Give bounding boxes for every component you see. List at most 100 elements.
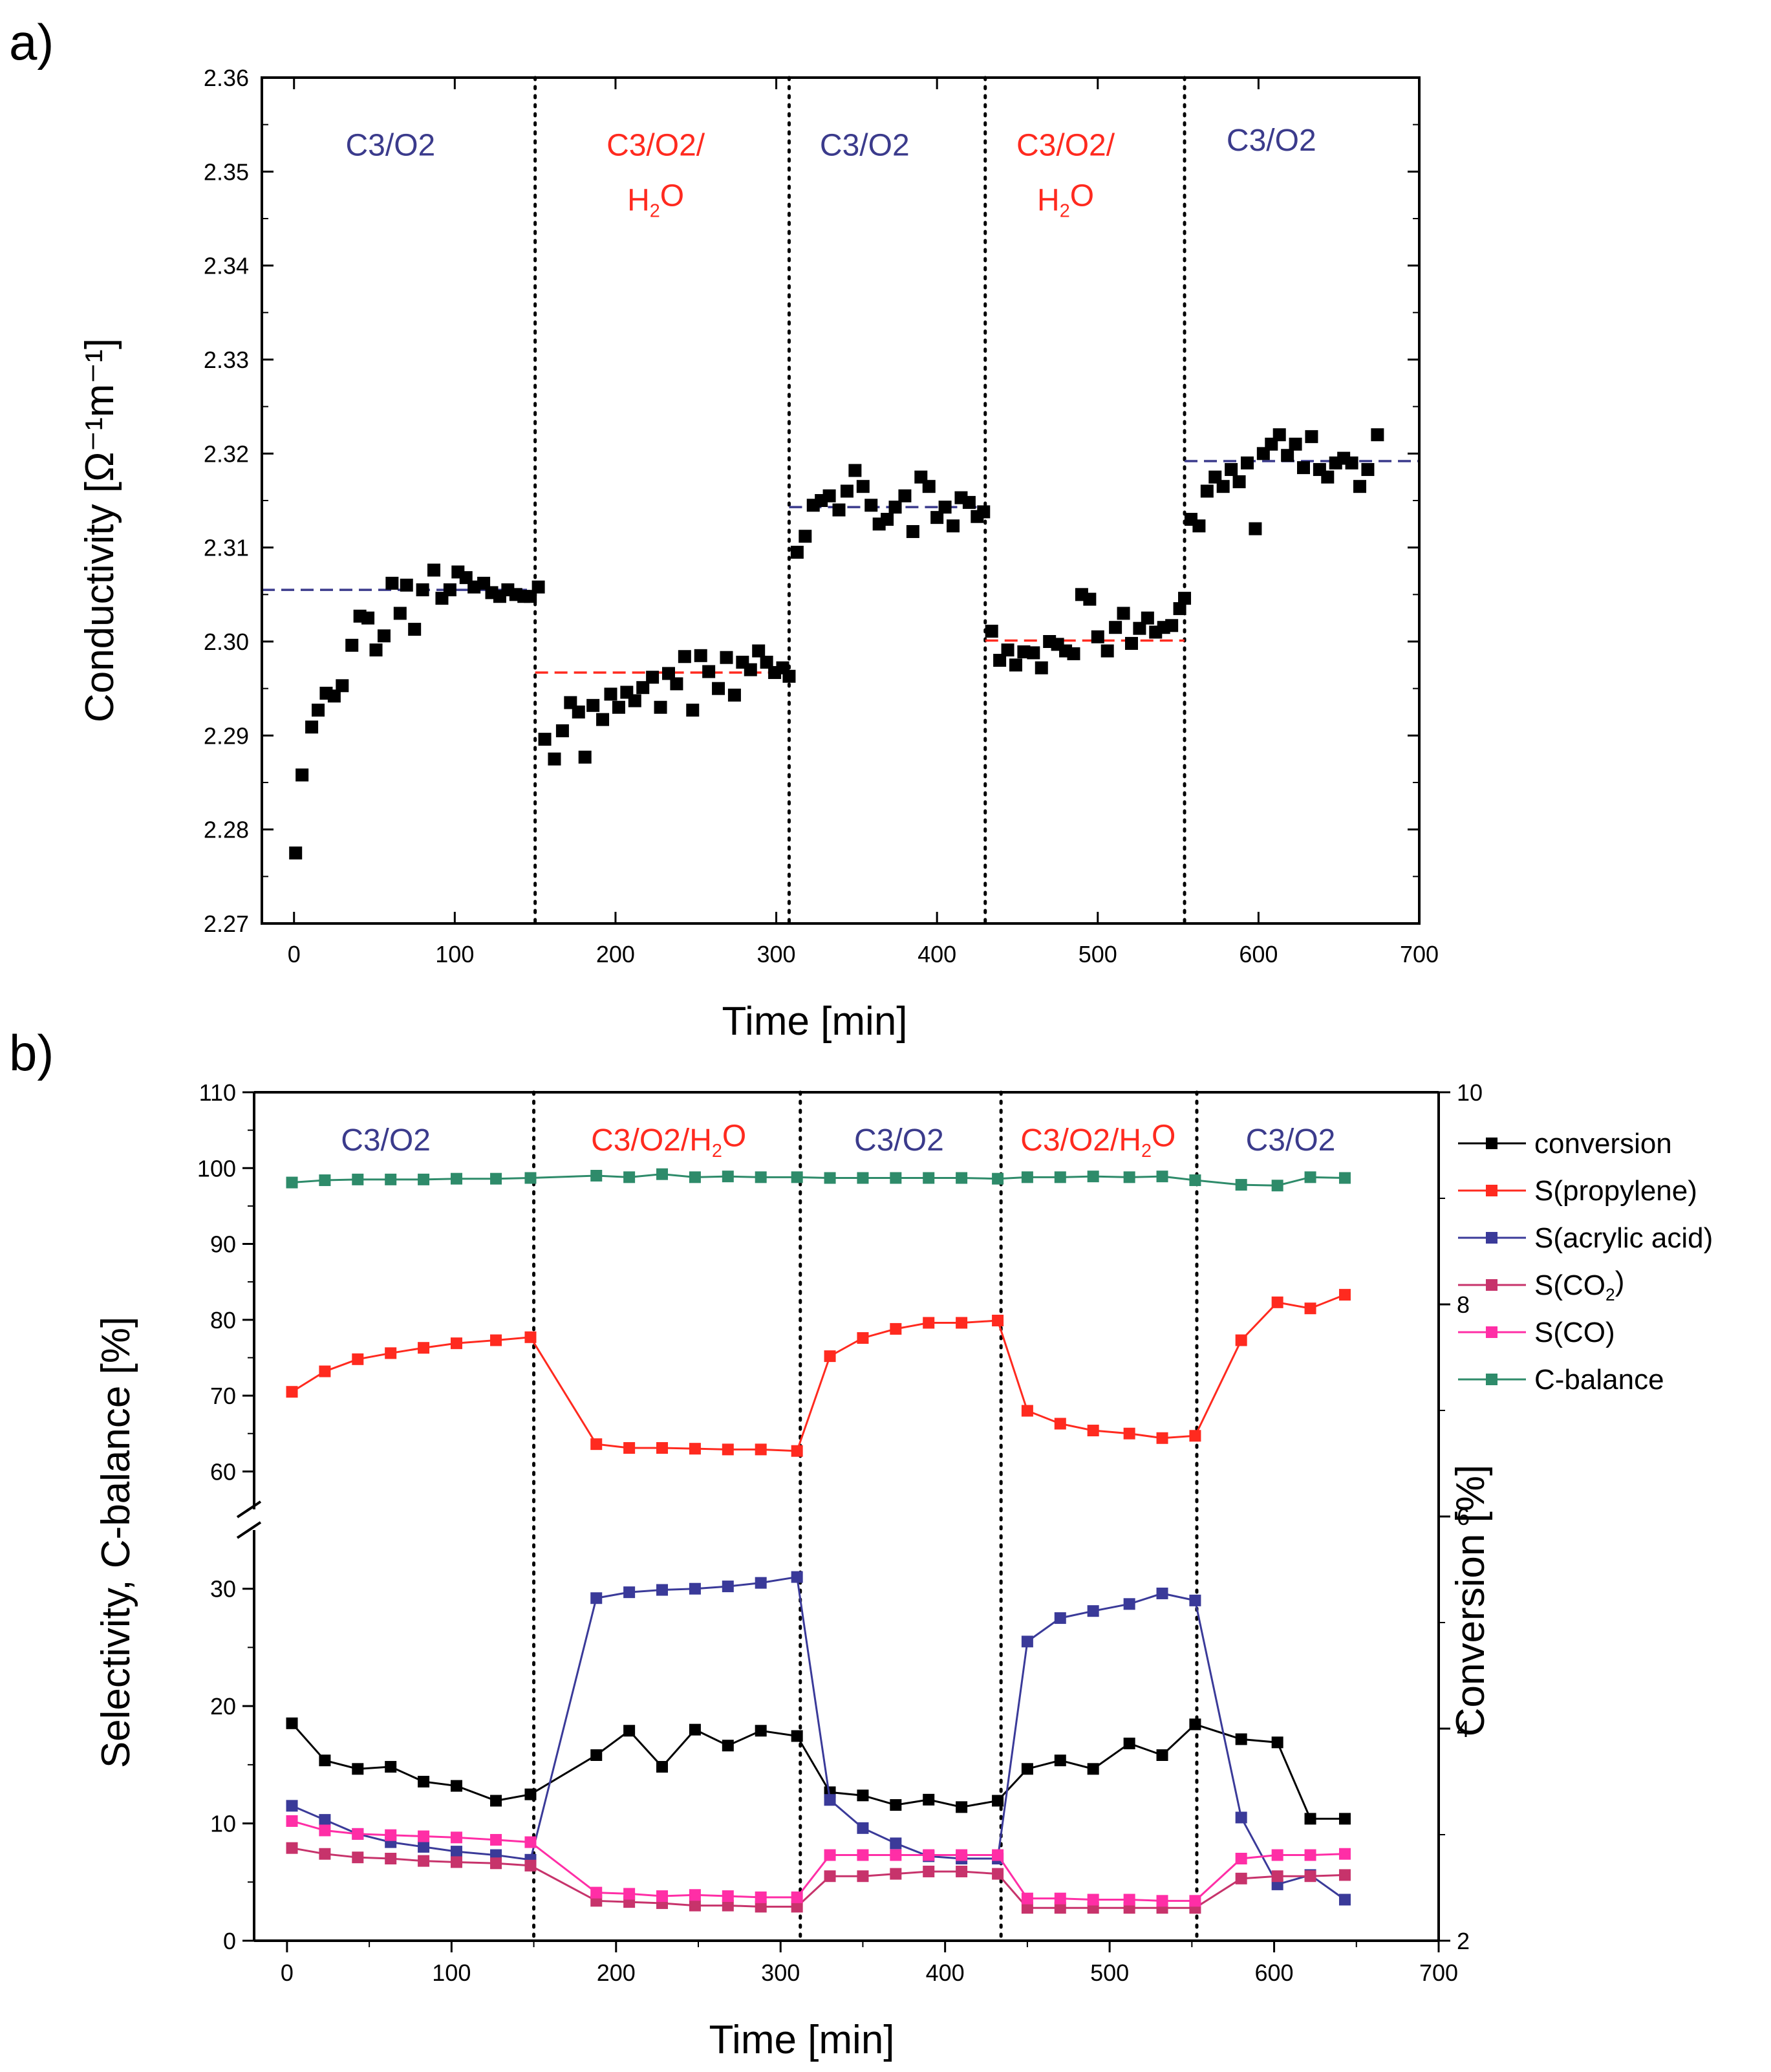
panel-a-conductivity-chart: a) C3/O2 C3/O2/H2O C3/O2 C3/O2/H2O C3/O2 0 10…: [9, 14, 1439, 1044]
series-point: [791, 1571, 803, 1583]
phase-label: C3/O2: [341, 1123, 431, 1158]
conductivity-point: [305, 720, 319, 734]
y-tick-label: 2.27: [204, 911, 249, 937]
series-point: [286, 1717, 298, 1729]
series-point: [352, 1173, 364, 1185]
series-point: [1054, 1902, 1066, 1914]
series-point: [1271, 1870, 1283, 1883]
conductivity-point: [289, 847, 303, 859]
conductivity-point: [678, 650, 691, 664]
conductivity-point: [1083, 592, 1097, 606]
y-left-tick-label: 100: [197, 1155, 236, 1182]
conductivity-point: [1133, 621, 1146, 635]
series-point: [824, 1870, 836, 1883]
conductivity-point: [1141, 611, 1154, 625]
conductivity-point: [628, 694, 641, 707]
conductivity-point: [1361, 463, 1375, 477]
series-point: [992, 1849, 1004, 1861]
conductivity-point: [864, 499, 878, 512]
series-point: [656, 1761, 669, 1773]
legend-label: S(propylene): [1534, 1175, 1697, 1207]
series-point: [656, 1890, 669, 1903]
phase-label: C3/O2/H2O: [1020, 1119, 1175, 1161]
y-tick-label: 2.31: [204, 535, 249, 561]
conductivity-point: [752, 644, 766, 658]
series-point: [450, 1337, 462, 1350]
conductivity-point: [1117, 607, 1130, 620]
conductivity-point: [744, 663, 757, 676]
series-point: [722, 1890, 734, 1903]
conductivity-point: [1173, 602, 1186, 616]
panel-a-label: a): [9, 14, 54, 70]
series-point: [1054, 1171, 1066, 1183]
series-point: [1054, 1612, 1066, 1624]
series-point: [992, 1314, 1004, 1326]
y-left-tick-label: 0: [223, 1928, 236, 1954]
y-left-tick-label: 80: [210, 1307, 236, 1333]
series-point: [1021, 1171, 1033, 1183]
series-point: [1123, 1427, 1135, 1440]
conductivity-point: [336, 679, 349, 693]
conductivity-point: [408, 623, 422, 636]
conductivity-point: [1371, 428, 1384, 442]
series-point: [1123, 1894, 1135, 1906]
x-tick-label: 300: [761, 1959, 800, 1986]
series-point: [490, 1172, 502, 1185]
y-tick-label: 2.32: [204, 440, 249, 467]
axis-break-mark: [236, 1500, 262, 1518]
series-point: [1271, 1296, 1283, 1308]
conductivity-point: [686, 704, 700, 717]
legend-item: S(CO2): [1458, 1266, 1624, 1304]
conductivity-point: [1305, 430, 1318, 444]
phase-label: C3/O2: [854, 1123, 944, 1158]
series-point: [286, 1800, 298, 1812]
series-point: [857, 1332, 869, 1344]
x-tick-label: 200: [597, 1959, 636, 1986]
series-point: [524, 1836, 537, 1848]
series-point: [1304, 1813, 1316, 1825]
conductivity-point: [312, 704, 325, 717]
conductivity-point: [962, 495, 976, 509]
series-point: [385, 1853, 397, 1864]
series-point: [1338, 1172, 1351, 1184]
conductivity-point: [1009, 658, 1022, 672]
x-tick-label: 600: [1239, 941, 1278, 967]
series-point: [755, 1171, 767, 1183]
conductivity-point: [977, 505, 991, 519]
conductivity-point: [555, 724, 569, 738]
x-tick-label: 200: [596, 941, 635, 967]
y-tick-label: 2.28: [204, 817, 249, 843]
conductivity-point: [712, 682, 725, 695]
conductivity-point: [1035, 661, 1048, 674]
phase-label: C3/O2: [346, 128, 436, 162]
series-point: [755, 1891, 767, 1903]
series-point: [689, 1582, 701, 1595]
series-point: [1021, 1902, 1033, 1914]
y-tick-label: 2.33: [204, 347, 249, 373]
legend-item: conversion: [1458, 1128, 1672, 1160]
series-point: [623, 1888, 636, 1900]
conductivity-point: [840, 484, 853, 498]
x-tick-label: 100: [435, 941, 474, 967]
legend-label: S(acrylic acid): [1534, 1222, 1713, 1254]
panel-b-label: b): [9, 1024, 54, 1081]
y-tick-label: 2.29: [204, 722, 249, 749]
series-point: [286, 1815, 298, 1827]
series-point: [890, 1799, 902, 1811]
conductivity-point: [1345, 456, 1358, 469]
y-right-tick-label: 6: [1457, 1504, 1470, 1530]
conductivity-point: [295, 768, 309, 782]
series-point: [1235, 1811, 1247, 1824]
conductivity-point: [1353, 480, 1367, 493]
conductivity-point: [612, 700, 625, 714]
series-point: [923, 1172, 935, 1184]
series-point: [1054, 1754, 1066, 1767]
series-point: [286, 1176, 298, 1189]
series-point: [319, 1848, 331, 1860]
series-point: [1054, 1892, 1066, 1905]
series-point: [1123, 1737, 1135, 1749]
series-point: [956, 1172, 968, 1184]
y-left-tick-label: 70: [210, 1383, 236, 1409]
conductivity-point: [1124, 636, 1138, 650]
